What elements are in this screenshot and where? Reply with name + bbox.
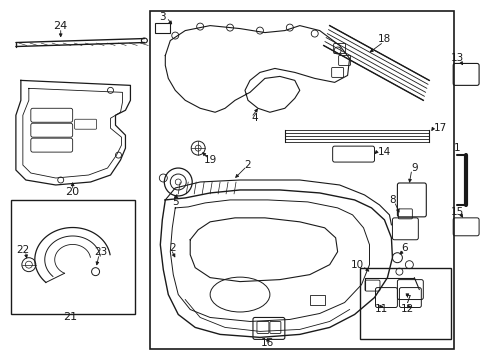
Text: 10: 10 [350,260,364,270]
Text: 17: 17 [433,123,447,133]
Circle shape [171,32,179,39]
Text: 23: 23 [94,247,107,257]
Text: 20: 20 [65,187,80,197]
Text: 3: 3 [159,12,165,22]
Text: 19: 19 [203,155,216,165]
Text: 24: 24 [54,21,68,31]
Text: 2: 2 [169,243,175,253]
Text: 4: 4 [251,113,258,123]
Text: 22: 22 [16,245,29,255]
Text: 21: 21 [63,312,78,323]
Text: 14: 14 [377,147,390,157]
Text: 13: 13 [449,54,463,63]
Text: 18: 18 [377,33,390,44]
Bar [359,268,450,339]
Text: 1: 1 [453,143,460,153]
Circle shape [196,23,203,30]
Text: 11: 11 [374,305,387,315]
Circle shape [333,47,341,54]
Circle shape [286,24,293,31]
Text: 16: 16 [261,338,274,348]
Bar [309,294,324,305]
Bar [150,11,453,349]
Text: 8: 8 [388,195,395,205]
Bar [155,23,170,32]
Text: 6: 6 [400,243,407,253]
Text: 9: 9 [410,163,417,173]
Circle shape [256,27,263,34]
Ellipse shape [141,38,147,43]
Text: 5: 5 [172,197,178,207]
Text: 12: 12 [400,305,413,315]
Text: 7: 7 [403,294,410,305]
Text: 2: 2 [244,160,251,170]
Circle shape [226,24,233,31]
Bar [11,200,135,315]
Text: 15: 15 [449,207,463,217]
Circle shape [310,30,318,37]
